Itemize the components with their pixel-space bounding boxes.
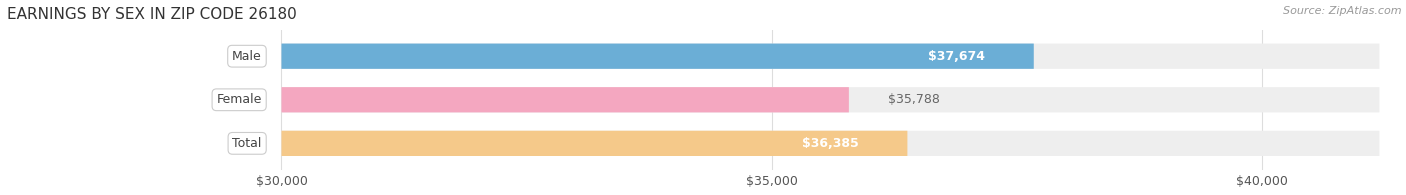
FancyBboxPatch shape [281,43,1033,69]
FancyBboxPatch shape [281,43,1379,69]
Text: $36,385: $36,385 [801,137,859,150]
FancyBboxPatch shape [281,131,907,156]
Text: Total: Total [232,137,262,150]
FancyBboxPatch shape [281,131,1379,156]
Text: Male: Male [232,50,262,63]
Text: Source: ZipAtlas.com: Source: ZipAtlas.com [1284,6,1402,16]
Text: Female: Female [217,93,262,106]
Text: EARNINGS BY SEX IN ZIP CODE 26180: EARNINGS BY SEX IN ZIP CODE 26180 [7,7,297,22]
FancyBboxPatch shape [281,87,849,112]
FancyBboxPatch shape [281,87,1379,112]
Text: $35,788: $35,788 [889,93,941,106]
Text: $37,674: $37,674 [928,50,984,63]
